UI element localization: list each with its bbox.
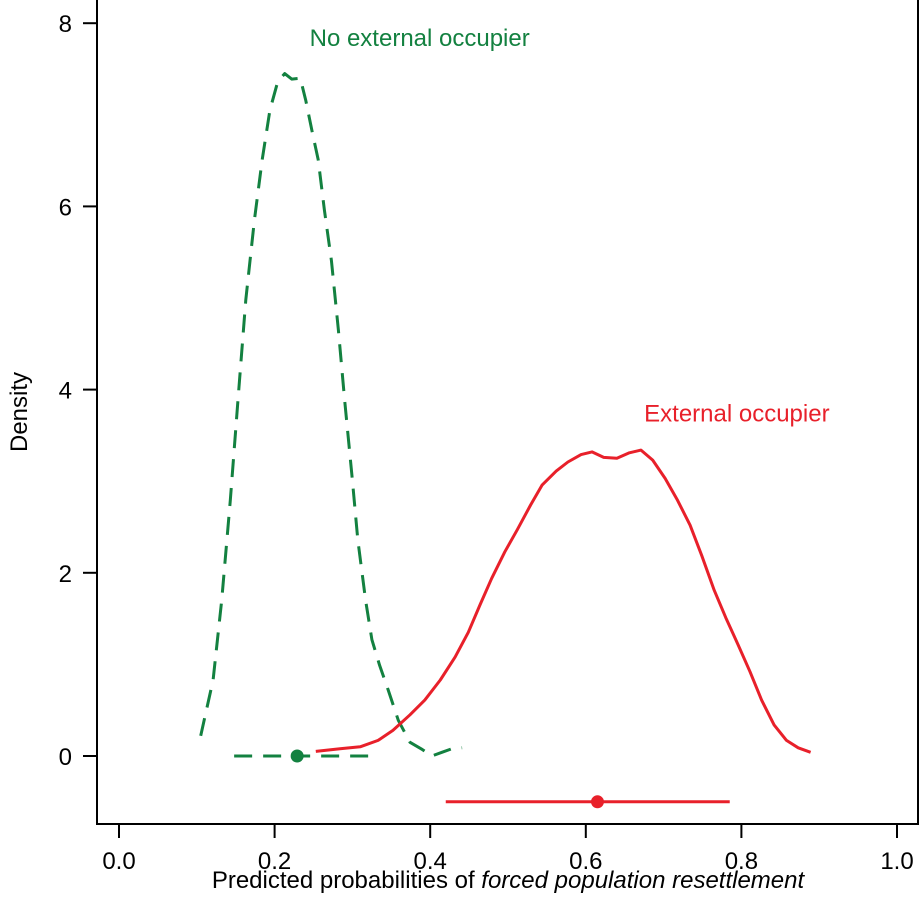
series-label: No external occupier bbox=[310, 25, 530, 52]
density-curve bbox=[199, 72, 463, 758]
x-tick-label: 1.0 bbox=[880, 848, 913, 875]
y-axis: 0 2 4 6 8 bbox=[59, 11, 97, 771]
x-tick-label: 0.8 bbox=[725, 848, 758, 875]
series-label: External occupier bbox=[644, 401, 829, 428]
x-tick-label: 0.0 bbox=[102, 848, 135, 875]
x-tick-label: 0.6 bbox=[569, 848, 602, 875]
y-tick-label: 4 bbox=[59, 378, 72, 405]
x-axis: 0.0 0.2 0.4 0.6 0.8 1.0 bbox=[102, 824, 914, 875]
x-tick-label: 0.2 bbox=[258, 848, 291, 875]
y-tick-label: 0 bbox=[59, 744, 72, 771]
density-curve bbox=[315, 448, 812, 754]
series-external-occupier: External occupier bbox=[315, 401, 830, 809]
x-tick-label: 0.4 bbox=[414, 848, 447, 875]
x-axis-title: Predicted probabilities of forced popula… bbox=[212, 867, 806, 894]
y-tick-label: 2 bbox=[59, 561, 72, 588]
x-axis-title-italic: forced population resettlement bbox=[481, 867, 805, 894]
series-layer: No external occupier External occupier bbox=[199, 25, 830, 809]
point-estimate-marker bbox=[590, 795, 604, 809]
plot-frame bbox=[96, 0, 919, 825]
y-tick-label: 6 bbox=[59, 194, 72, 221]
y-tick-label: 8 bbox=[59, 11, 72, 38]
y-axis-title: Density bbox=[6, 372, 33, 452]
point-estimate-marker bbox=[290, 749, 304, 763]
series-no-external-occupier: No external occupier bbox=[199, 25, 530, 763]
x-axis-title-prefix: Predicted probabilities of bbox=[212, 867, 481, 894]
